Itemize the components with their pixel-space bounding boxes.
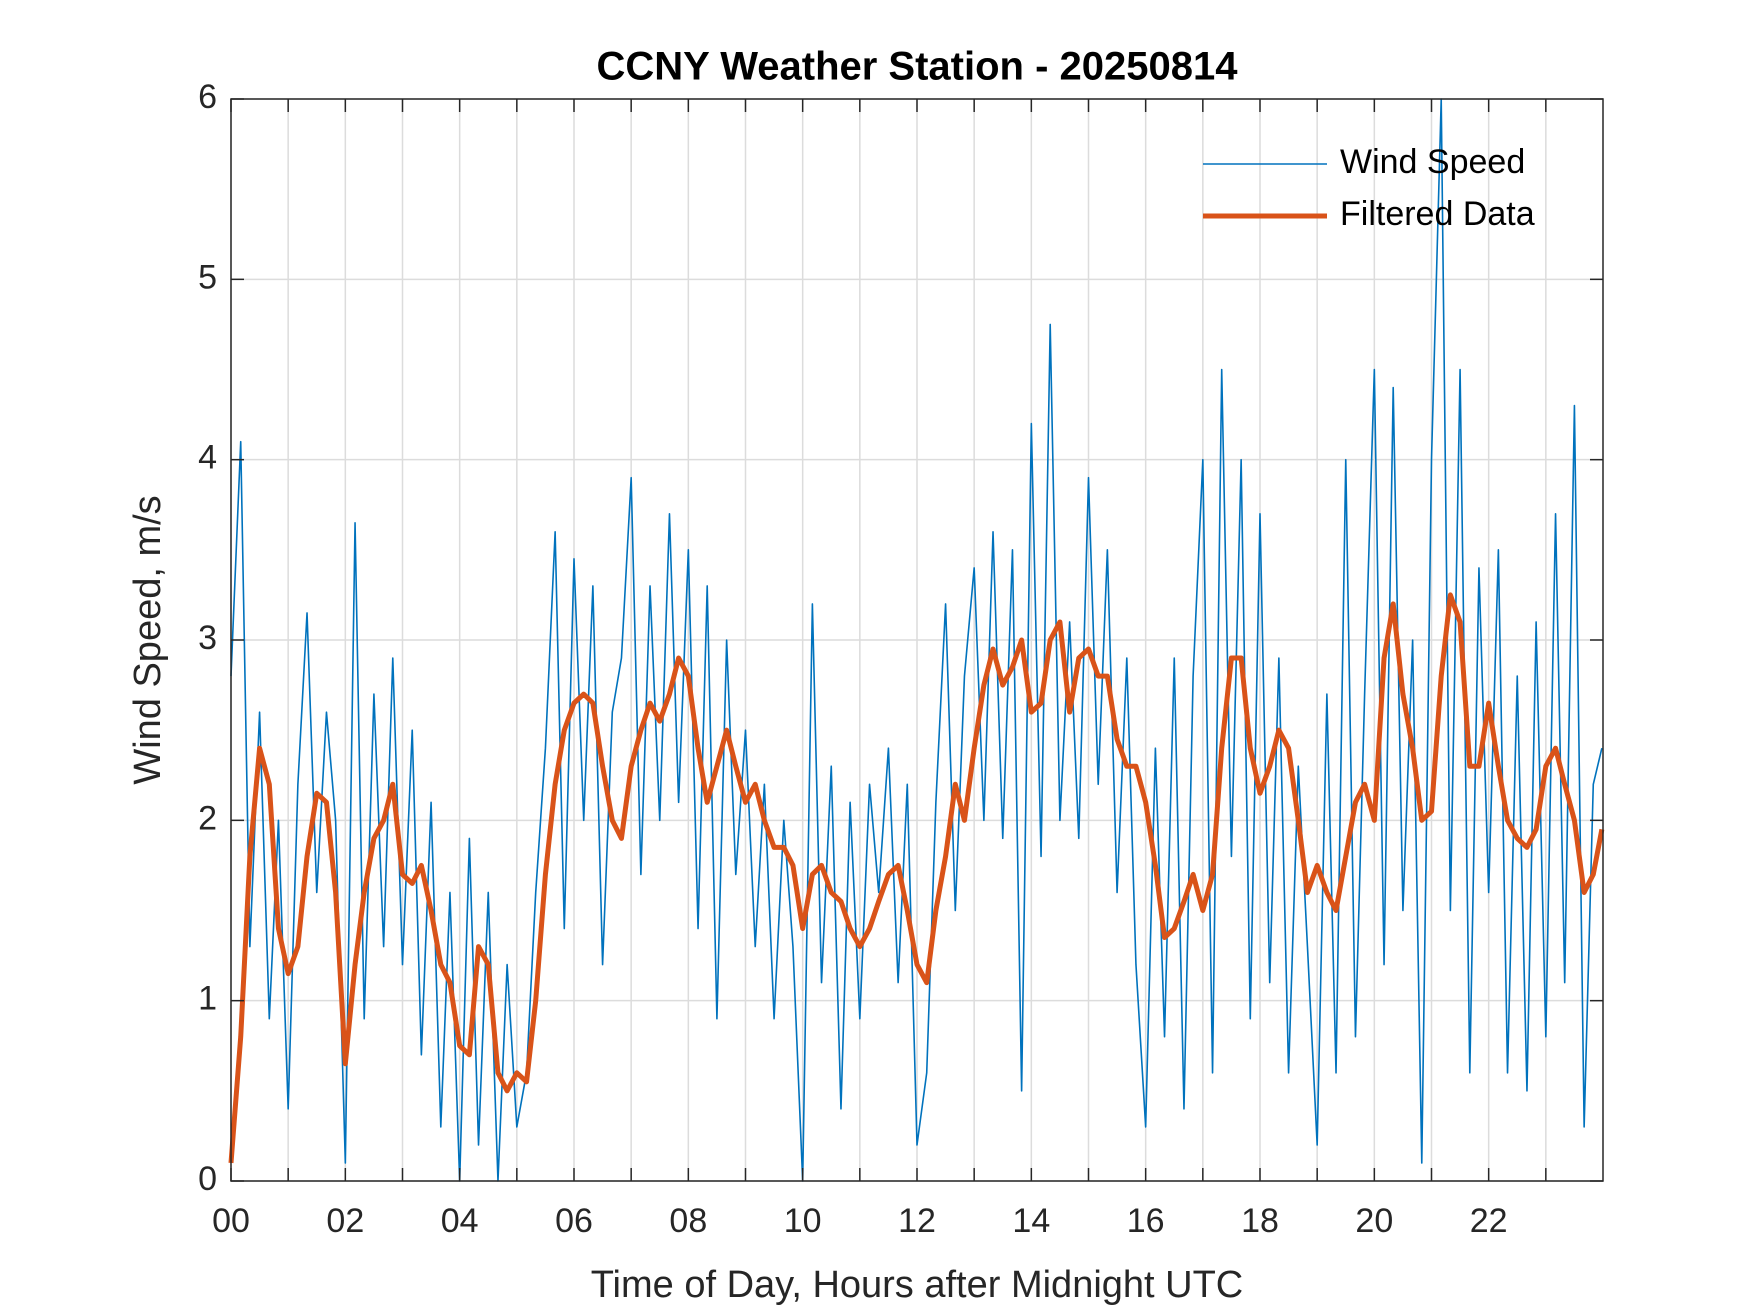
y-tick-label: 2 <box>198 799 217 837</box>
x-tick-label: 06 <box>555 1202 593 1240</box>
y-tick-label: 4 <box>198 439 217 477</box>
y-axis-label: Wind Speed, m/s <box>127 495 169 784</box>
legend-label: Wind Speed <box>1340 143 1525 181</box>
x-tick-label: 16 <box>1127 1202 1165 1240</box>
x-tick-label: 04 <box>441 1202 479 1240</box>
x-tick-label: 18 <box>1241 1202 1279 1240</box>
legend-label: Filtered Data <box>1340 195 1535 233</box>
legend: Wind Speed Filtered Data <box>1203 143 1535 233</box>
y-tick-label: 6 <box>198 78 217 116</box>
y-tick-label: 1 <box>198 980 217 1018</box>
x-axis-label: Time of Day, Hours after Midnight UTC <box>591 1264 1244 1306</box>
axes-box <box>230 98 1604 1182</box>
y-tick-label: 5 <box>198 258 217 296</box>
x-tick-label: 02 <box>326 1202 364 1240</box>
x-tick-label: 08 <box>669 1202 707 1240</box>
x-tick-label: 14 <box>1012 1202 1050 1240</box>
y-tick-label: 0 <box>198 1160 217 1198</box>
x-tick-label: 22 <box>1470 1202 1508 1240</box>
x-tick-label: 20 <box>1355 1202 1393 1240</box>
chart-title: CCNY Weather Station - 20250814 <box>597 45 1239 89</box>
x-tick-label: 10 <box>784 1202 822 1240</box>
x-tick-label: 00 <box>212 1202 250 1240</box>
x-tick-label: 12 <box>898 1202 936 1240</box>
series-line <box>228 592 1605 1164</box>
y-tick-label: 3 <box>198 619 217 657</box>
